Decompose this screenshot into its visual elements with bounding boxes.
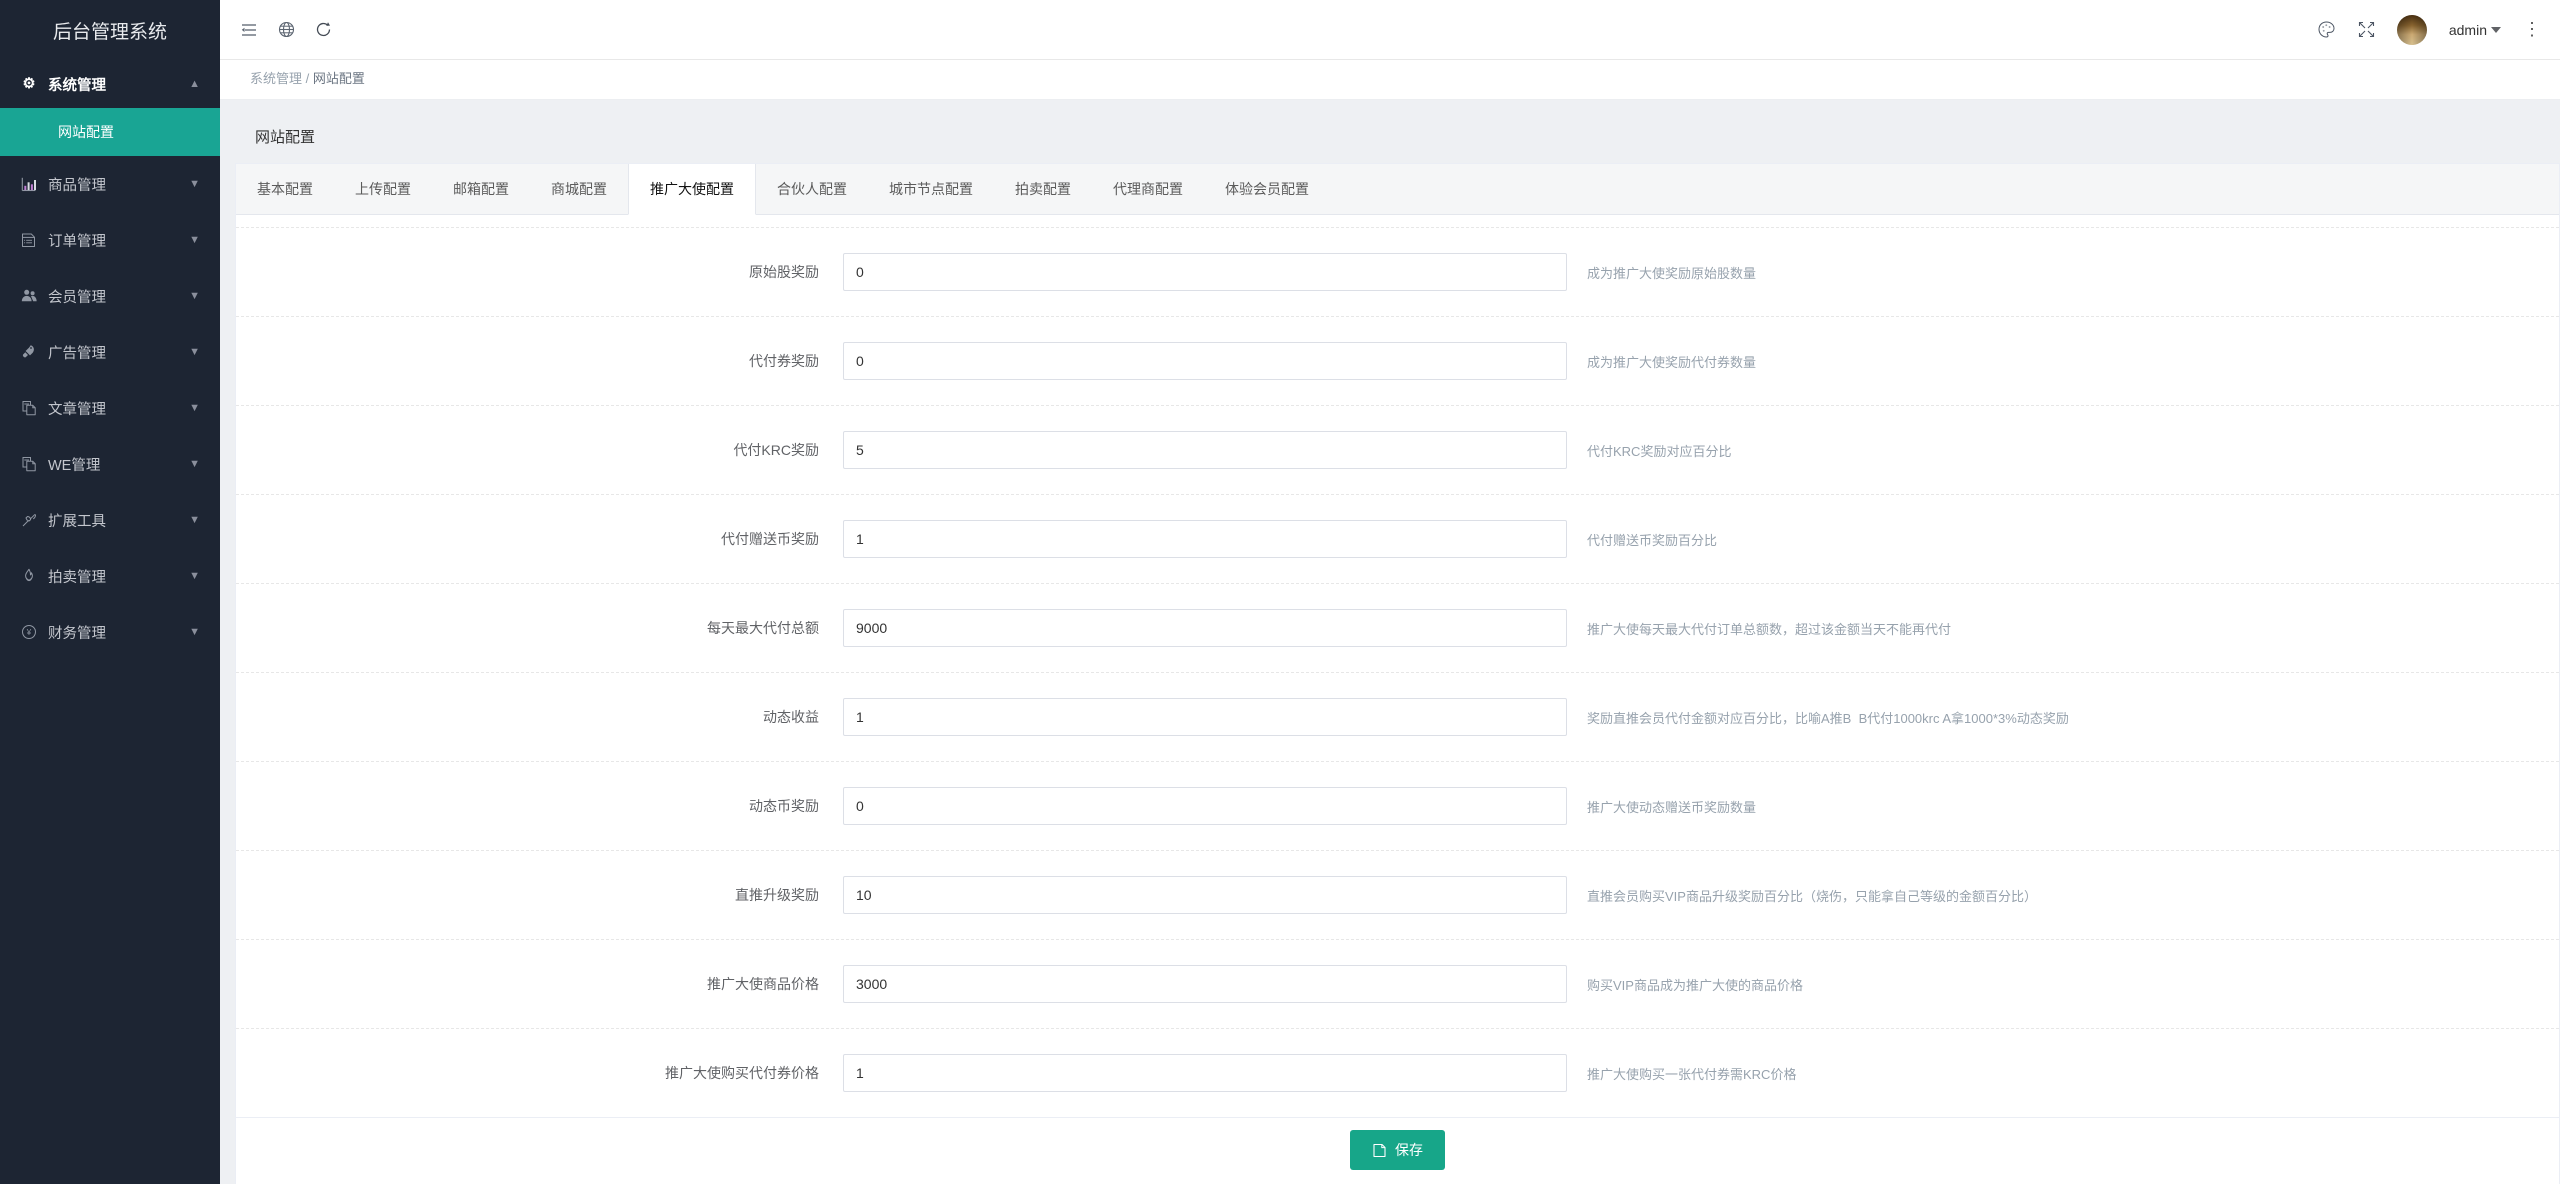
svg-text:¥: ¥ (26, 628, 32, 637)
